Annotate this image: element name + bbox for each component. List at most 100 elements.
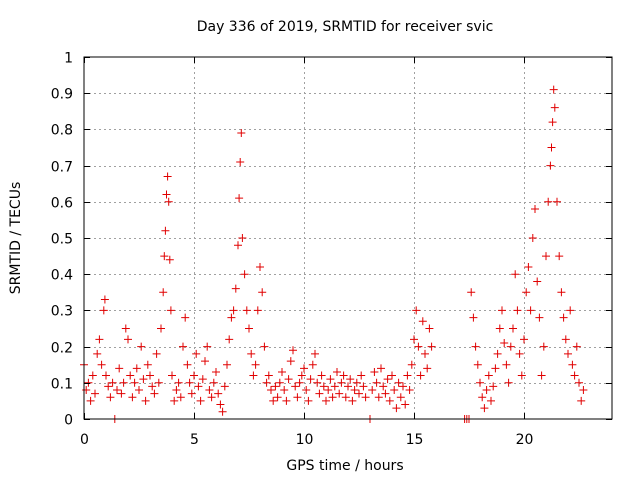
data-point <box>478 393 487 402</box>
x-axis-title: GPS time / hours <box>286 458 403 474</box>
data-point <box>304 396 313 405</box>
data-point <box>311 349 319 358</box>
data-point <box>119 378 128 387</box>
data-point <box>128 393 137 402</box>
data-point <box>207 393 216 402</box>
data-point <box>542 252 550 261</box>
data-point <box>237 129 246 138</box>
data-point <box>579 386 588 395</box>
data-point <box>513 306 522 315</box>
data-point <box>359 382 368 391</box>
data-point <box>152 349 161 358</box>
data-point <box>555 252 564 261</box>
chart-title: Day 336 of 2019, SRMTID for receiver svi… <box>197 19 494 35</box>
data-point <box>196 396 205 405</box>
data-point <box>100 295 109 304</box>
data-point <box>482 386 491 395</box>
data-point <box>91 389 99 398</box>
data-point <box>355 389 363 398</box>
data-point <box>113 386 121 395</box>
data-point <box>203 342 212 351</box>
data-point <box>275 378 284 387</box>
data-point <box>157 324 165 333</box>
data-point <box>225 335 234 344</box>
data-point <box>418 317 427 326</box>
data-point <box>549 85 558 94</box>
data-point <box>335 389 344 398</box>
data-point <box>509 324 517 333</box>
data-point <box>412 306 421 315</box>
data-point <box>108 378 117 387</box>
data-point <box>179 342 187 351</box>
data-point <box>209 378 218 387</box>
data-point <box>531 205 539 214</box>
data-point <box>553 197 561 206</box>
data-point <box>383 375 392 384</box>
data-point <box>322 396 330 405</box>
grid-lines <box>84 57 612 419</box>
data-point <box>214 389 223 398</box>
data-point <box>561 335 570 344</box>
data-point <box>467 288 476 297</box>
data-point <box>271 382 280 391</box>
data-point <box>544 197 553 206</box>
data-point <box>528 234 537 242</box>
data-point <box>326 375 335 384</box>
data-point <box>253 306 262 315</box>
data-point <box>201 357 209 366</box>
data-point <box>564 349 572 358</box>
data-point <box>495 324 504 333</box>
data-point <box>231 284 240 293</box>
data-point <box>319 382 328 391</box>
data-point <box>240 270 249 279</box>
data-point <box>249 371 258 380</box>
data-point <box>278 367 286 376</box>
y-tick-label: 0.1 <box>51 377 73 393</box>
y-tick-label: 0.2 <box>51 341 73 357</box>
data-point <box>95 335 104 344</box>
data-point <box>220 382 229 391</box>
data-point <box>471 342 480 351</box>
x-tick-label: 5 <box>190 432 199 448</box>
data-point <box>160 252 169 261</box>
data-point <box>165 255 174 264</box>
data-point <box>330 382 339 391</box>
data-point <box>357 371 366 380</box>
data-point <box>297 371 306 380</box>
data-point <box>273 393 282 402</box>
data-point <box>135 386 143 395</box>
data-point <box>410 335 418 344</box>
data-point <box>170 396 179 405</box>
data-point <box>489 382 498 391</box>
data-point <box>176 393 185 402</box>
data-point <box>126 371 135 380</box>
data-point <box>218 407 227 416</box>
data-point <box>491 364 500 373</box>
data-point <box>414 342 423 351</box>
data-point <box>164 197 173 206</box>
data-point <box>407 360 416 369</box>
data-point <box>547 143 556 152</box>
data-point <box>280 386 289 395</box>
data-point <box>394 378 403 387</box>
data-point <box>235 194 244 203</box>
data-point <box>425 324 434 333</box>
data-point <box>575 378 583 387</box>
data-point <box>315 389 324 398</box>
data-point <box>286 357 295 366</box>
data-point <box>212 367 220 376</box>
data-point <box>236 157 245 166</box>
axes: 00.10.20.30.40.50.60.70.80.910 5 10 15 20 <box>51 51 612 448</box>
data-point <box>577 396 586 405</box>
data-point <box>262 378 271 387</box>
data-point <box>162 190 171 199</box>
data-point <box>361 393 370 402</box>
data-point <box>132 364 141 373</box>
data-point <box>293 393 302 402</box>
y-tick-label: 0.5 <box>51 232 73 248</box>
data-point <box>548 118 557 127</box>
data-point <box>427 342 436 351</box>
data-point <box>282 396 291 405</box>
data-point <box>194 382 203 391</box>
